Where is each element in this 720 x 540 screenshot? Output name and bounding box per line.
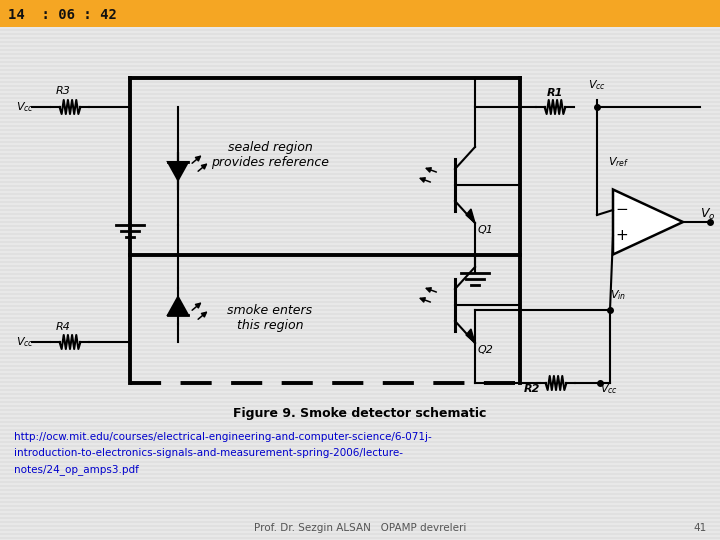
Polygon shape	[168, 162, 188, 180]
Text: R3: R3	[55, 86, 71, 96]
Text: $V_{cc}$: $V_{cc}$	[16, 100, 34, 114]
Text: R2: R2	[524, 384, 540, 394]
Polygon shape	[466, 209, 475, 223]
Text: $V_{in}$: $V_{in}$	[610, 288, 626, 302]
Text: Figure 9. Smoke detector schematic: Figure 9. Smoke detector schematic	[233, 407, 487, 420]
Polygon shape	[613, 190, 683, 254]
Text: R1: R1	[546, 88, 563, 98]
Text: +: +	[616, 228, 629, 244]
FancyBboxPatch shape	[0, 0, 720, 27]
Text: $V_{cc}$: $V_{cc}$	[16, 335, 34, 349]
Text: Q2: Q2	[478, 345, 494, 355]
Text: smoke enters
this region: smoke enters this region	[228, 304, 312, 332]
Text: 41: 41	[693, 523, 706, 533]
Text: $V_{cc}$: $V_{cc}$	[600, 382, 618, 396]
Polygon shape	[466, 329, 475, 343]
Polygon shape	[168, 297, 188, 315]
Text: $V_{ref}$: $V_{ref}$	[608, 155, 629, 169]
Text: 14  : 06 : 42: 14 : 06 : 42	[8, 8, 117, 22]
Text: http://ocw.mit.edu/courses/electrical-engineering-and-computer-science/6-071j-: http://ocw.mit.edu/courses/electrical-en…	[14, 432, 432, 442]
Text: sealed region
provides reference: sealed region provides reference	[211, 141, 329, 169]
Text: Q1: Q1	[478, 225, 494, 235]
Text: introduction-to-electronics-signals-and-measurement-spring-2006/lecture-: introduction-to-electronics-signals-and-…	[14, 448, 403, 458]
Text: −: −	[616, 202, 629, 218]
Text: notes/24_op_amps3.pdf: notes/24_op_amps3.pdf	[14, 464, 139, 475]
Text: R4: R4	[55, 322, 71, 332]
Text: $V_{cc}$: $V_{cc}$	[588, 78, 606, 92]
Text: $V_o$: $V_o$	[700, 207, 716, 222]
Text: Prof. Dr. Sezgin ALSAN   OPAMP devreleri: Prof. Dr. Sezgin ALSAN OPAMP devreleri	[254, 523, 466, 533]
